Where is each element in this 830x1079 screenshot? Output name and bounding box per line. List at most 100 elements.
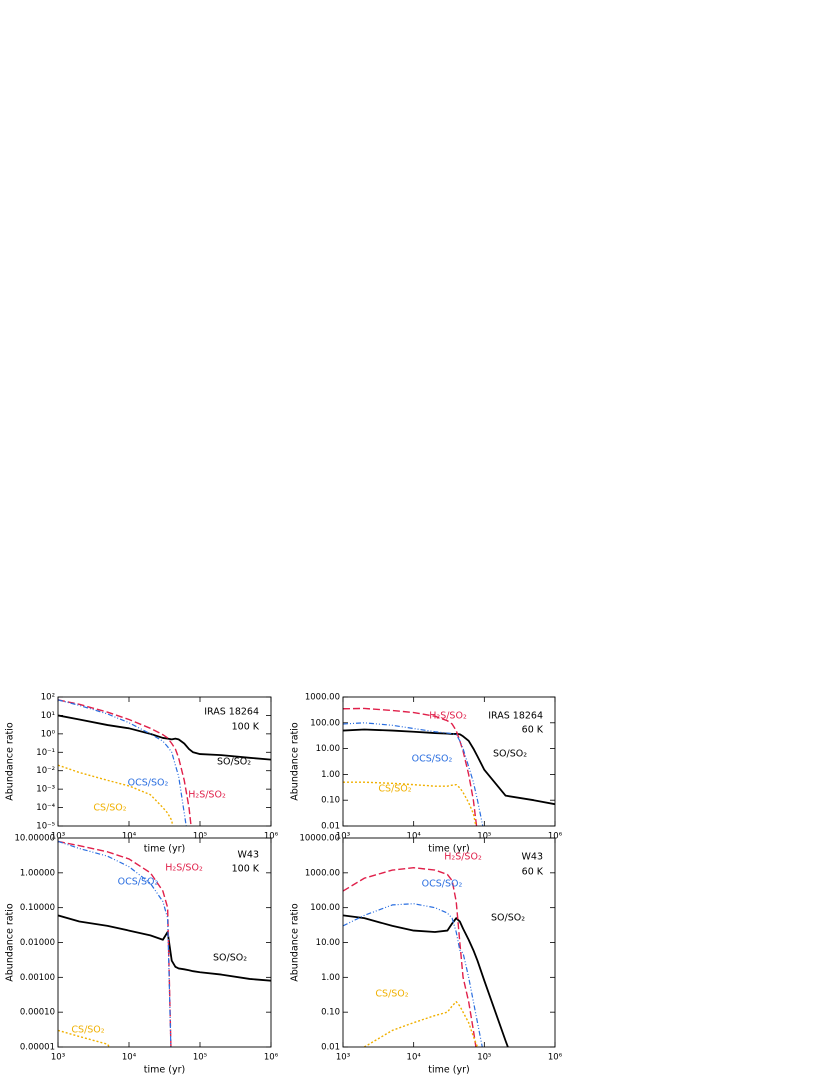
series-line (343, 707, 478, 826)
y-tick-label: 10⁻³ (36, 785, 55, 795)
series-line (58, 1029, 111, 1047)
series-line (363, 1000, 479, 1047)
x-axis-label: time (yr) (144, 1065, 185, 1076)
x-tick-label: 10³ (336, 832, 350, 842)
y-tick-label: 10.00 (316, 938, 340, 948)
series-label: H₂S/SO₂ (429, 711, 467, 722)
y-tick-label: 0.00010 (20, 1008, 55, 1018)
y-tick-label: 100.00 (310, 718, 340, 728)
x-axis-label: time (yr) (428, 1065, 469, 1076)
annotation: 60 K (522, 867, 544, 878)
series-line (343, 867, 477, 1047)
series-line (343, 914, 509, 1047)
plot-frame (342, 696, 556, 827)
y-tick-label: 0.00001 (20, 1043, 55, 1053)
y-tick-label: 0.01000 (20, 938, 55, 948)
annotation: 100 K (232, 722, 260, 733)
y-tick-label: 0.10 (321, 796, 340, 806)
y-tick-label: 10.00 (316, 744, 340, 754)
series-label: CS/SO₂ (71, 1025, 104, 1036)
series-line (343, 728, 555, 806)
series-line (58, 840, 172, 1047)
y-tick-label: 0.10000 (20, 903, 55, 913)
y-tick-label: 10.00000 (14, 834, 55, 844)
y-tick-label: 10⁻⁴ (36, 803, 55, 813)
series-label: H₂S/SO₂ (188, 790, 226, 801)
y-tick-label: 0.00100 (20, 973, 55, 983)
y-tick-label: 10000.00 (299, 834, 340, 844)
y-tick-label: 100.00 (310, 903, 340, 913)
y-tick-label: 10⁻⁵ (36, 822, 55, 832)
x-axis-label: time (yr) (144, 844, 185, 855)
y-axis-label: Abundance ratio (290, 722, 301, 801)
x-tick-label: 10⁶ (548, 1053, 563, 1063)
y-tick-label: 10⁻² (36, 766, 55, 776)
y-axis-label: Abundance ratio (5, 722, 16, 801)
y-tick-label: 0.01 (321, 822, 340, 832)
x-tick-label: 10⁶ (548, 832, 563, 842)
y-tick-label: 10⁰ (41, 729, 56, 739)
series-line (58, 840, 172, 1047)
x-tick-label: 10⁵ (193, 832, 207, 842)
series-label: SO/SO₂ (493, 749, 527, 760)
y-tick-label: 0.01 (321, 1043, 340, 1053)
series-label: H₂S/SO₂ (444, 852, 482, 863)
series-label: SO/SO₂ (217, 757, 251, 768)
x-tick-label: 10⁶ (264, 1053, 279, 1063)
series-label: OCS/SO₂ (422, 879, 463, 890)
annotation: 60 K (522, 725, 544, 736)
annotation: W43 (238, 850, 259, 861)
annotation: W43 (522, 852, 543, 863)
annotation: IRAS 18264 (488, 711, 543, 722)
panel: 10000.001000.00100.0010.001.000.100.0110… (290, 834, 563, 1076)
x-tick-label: 10⁴ (407, 832, 422, 842)
x-tick-label: 10⁵ (477, 832, 491, 842)
x-tick-label: 10⁵ (477, 1053, 491, 1063)
annotation: IRAS 18264 (204, 707, 259, 718)
plot-frame (57, 696, 272, 827)
series-line (58, 714, 271, 761)
x-tick-label: 10⁵ (193, 1053, 207, 1063)
series-line (58, 914, 271, 982)
series-label: SO/SO₂ (213, 953, 247, 964)
y-axis-label: Abundance ratio (5, 903, 16, 982)
series-line (58, 699, 192, 826)
y-tick-label: 0.10 (321, 1008, 340, 1018)
series-line (343, 781, 477, 826)
y-tick-label: 10¹ (41, 711, 55, 721)
plot-frame (342, 837, 556, 1048)
x-tick-label: 10⁴ (407, 1053, 422, 1063)
y-tick-label: 10² (41, 693, 55, 703)
series-label: OCS/SO₂ (412, 754, 453, 765)
x-axis-label: time (yr) (428, 844, 469, 855)
y-tick-label: 10⁻¹ (36, 748, 55, 758)
x-tick-label: 10³ (51, 832, 65, 842)
x-tick-label: 10³ (51, 1053, 65, 1063)
series-label: CS/SO₂ (378, 784, 411, 795)
series-label: H₂S/SO₂ (165, 863, 203, 874)
series-label: SO/SO₂ (491, 913, 525, 924)
annotation: 100 K (232, 864, 260, 875)
plot-frame (57, 837, 272, 1048)
series-label: CS/SO₂ (375, 989, 408, 1000)
y-tick-label: 1.00 (321, 973, 340, 983)
series-line (343, 903, 483, 1047)
x-tick-label: 10⁴ (122, 1053, 137, 1063)
y-axis-label: Abundance ratio (290, 903, 301, 982)
y-tick-label: 1.00 (321, 770, 340, 780)
series-line (58, 764, 174, 826)
series-label: OCS/SO₂ (118, 877, 159, 888)
series-line (58, 699, 187, 826)
y-tick-label: 1000.00 (305, 693, 340, 703)
y-tick-label: 1.00000 (20, 868, 55, 878)
series-label: OCS/SO₂ (128, 778, 169, 789)
x-tick-label: 10³ (336, 1053, 350, 1063)
y-tick-label: 1000.00 (305, 868, 340, 878)
panel: 10.00000 1.00000 0.10000 0.01000 0.00100 0.00… (5, 834, 279, 1076)
x-tick-label: 10⁶ (264, 832, 279, 842)
series-line (343, 722, 484, 826)
x-tick-label: 10⁴ (122, 832, 137, 842)
